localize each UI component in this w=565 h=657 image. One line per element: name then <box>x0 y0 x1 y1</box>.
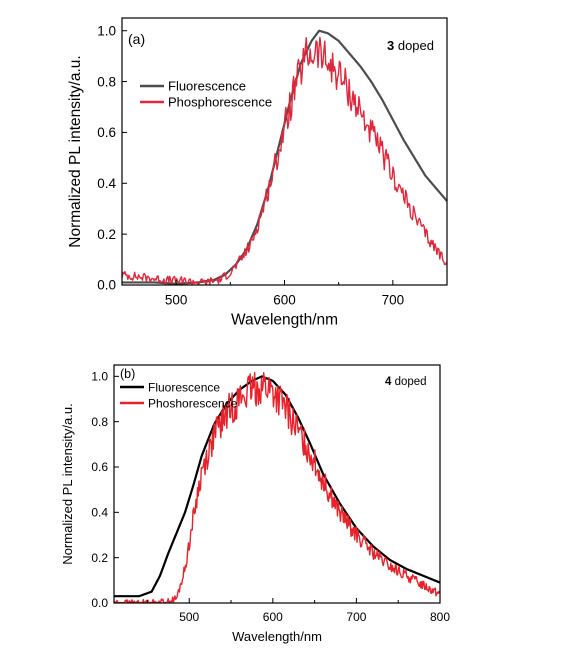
doped-text: doped <box>391 376 426 388</box>
panel-label: (b) <box>120 367 135 381</box>
y-tick-label: 0.2 <box>97 227 116 242</box>
x-tick-label: 500 <box>165 293 188 308</box>
series-line-1 <box>121 29 448 285</box>
series-line-1 <box>113 375 441 598</box>
y-tick-label: 0.8 <box>91 415 108 429</box>
doped-label: 4 doped <box>385 376 427 388</box>
doped-compound-number: 3 <box>387 38 394 53</box>
plot-frame <box>121 17 448 286</box>
y-tick-label: 0.0 <box>91 596 108 610</box>
y-axis-label: Normalized PL intensity/a.u. <box>60 403 75 564</box>
chart-panel-2: 500 600 700 800 0.0 0.2 0.4 0.6 0.8 1.0 Wavelength… <box>60 364 450 644</box>
doped-compound-number: 4 <box>385 376 392 388</box>
legend-entry: Fluorescence <box>168 79 246 94</box>
x-tick-label: 600 <box>273 293 296 308</box>
doped-text: doped <box>394 38 434 53</box>
x-axis-label: Wavelength/nm <box>232 629 322 644</box>
y-tick-label: 0.6 <box>91 460 108 474</box>
y-tick-label: 0.0 <box>97 278 116 293</box>
x-tick-label: 500 <box>179 610 199 624</box>
x-tick-label: 700 <box>346 610 366 624</box>
doped-label: 3 doped <box>387 38 434 53</box>
series-line-2 <box>121 36 448 286</box>
y-tick-label: 1.0 <box>97 23 116 38</box>
panel-label: (a) <box>128 31 145 47</box>
y-tick-label: 0.6 <box>97 125 116 140</box>
x-axis-label: Wavelength/nm <box>231 312 338 329</box>
x-tick-label: 700 <box>382 293 405 308</box>
legend-entry: Fluorescence <box>148 380 220 394</box>
y-axis-label: Normalized PL intensity/a.u. <box>67 55 84 247</box>
series-line-2 <box>113 371 441 604</box>
y-tick-label: 0.2 <box>91 551 108 565</box>
y-tick-label: 0.4 <box>91 506 108 520</box>
y-tick-label: 1.0 <box>91 370 108 384</box>
legend-entry: Phoshorescence <box>148 396 238 410</box>
chart-panel-1: 500 600 700 0.0 0.2 0.4 0.6 0.8 1.0 Wavelength/nm… <box>67 17 448 329</box>
legend-entry: Phosphorescence <box>168 95 272 110</box>
y-tick-label: 0.4 <box>97 176 116 191</box>
x-tick-label: 600 <box>263 610 283 624</box>
y-tick-label: 0.8 <box>97 74 116 89</box>
x-tick-label: 800 <box>430 610 450 624</box>
plot-frame <box>113 364 441 604</box>
